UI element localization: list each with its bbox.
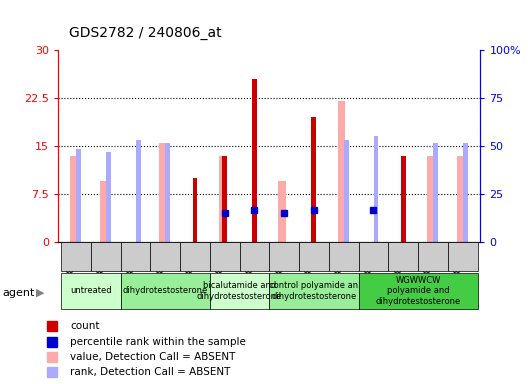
Text: bicalutamide and
dihydrotestosterone: bicalutamide and dihydrotestosterone — [197, 281, 282, 301]
Text: agent: agent — [3, 288, 35, 298]
Bar — [463, 143, 468, 242]
Bar — [388, 242, 418, 271]
Bar — [106, 152, 111, 242]
Bar — [61, 242, 91, 271]
Bar — [299, 242, 329, 271]
Bar — [269, 242, 299, 271]
Bar — [338, 101, 345, 242]
Bar — [457, 156, 464, 242]
Bar — [448, 242, 477, 271]
Bar — [180, 242, 210, 271]
Bar — [165, 143, 170, 242]
Bar — [278, 181, 286, 242]
Text: count: count — [70, 321, 100, 331]
Text: control polyamide an
dihydrotestosterone: control polyamide an dihydrotestosterone — [269, 281, 359, 301]
Text: value, Detection Call = ABSENT: value, Detection Call = ABSENT — [70, 352, 235, 362]
Bar — [91, 242, 120, 271]
Bar — [150, 242, 180, 271]
Bar — [252, 79, 257, 242]
Bar — [344, 139, 348, 242]
Text: dihydrotestosterone: dihydrotestosterone — [122, 286, 208, 295]
Bar — [76, 149, 81, 242]
Text: ▶: ▶ — [36, 288, 44, 298]
Text: untreated: untreated — [70, 286, 111, 295]
Text: percentile rank within the sample: percentile rank within the sample — [70, 337, 246, 347]
Text: WGWWCW
polyamide and
dihydrotestosterone: WGWWCW polyamide and dihydrotestosterone — [375, 276, 460, 306]
Bar — [433, 143, 438, 242]
Bar — [159, 143, 167, 242]
Bar — [329, 242, 359, 271]
Bar — [219, 156, 227, 242]
Bar — [100, 181, 107, 242]
Bar — [222, 156, 227, 242]
Bar — [193, 178, 197, 242]
Bar — [401, 156, 406, 242]
Bar — [120, 273, 210, 309]
Text: GDS2782 / 240806_at: GDS2782 / 240806_at — [69, 26, 221, 40]
Bar — [61, 273, 120, 309]
Bar — [70, 156, 78, 242]
Bar — [210, 273, 269, 309]
Bar — [269, 273, 359, 309]
Bar — [312, 117, 316, 242]
Text: rank, Detection Call = ABSENT: rank, Detection Call = ABSENT — [70, 367, 231, 377]
Bar — [374, 136, 379, 242]
Bar — [359, 273, 477, 309]
Bar — [210, 242, 240, 271]
Bar — [136, 139, 140, 242]
Bar — [359, 242, 388, 271]
Bar — [120, 242, 150, 271]
Bar — [427, 156, 435, 242]
Bar — [240, 242, 269, 271]
Bar — [418, 242, 448, 271]
